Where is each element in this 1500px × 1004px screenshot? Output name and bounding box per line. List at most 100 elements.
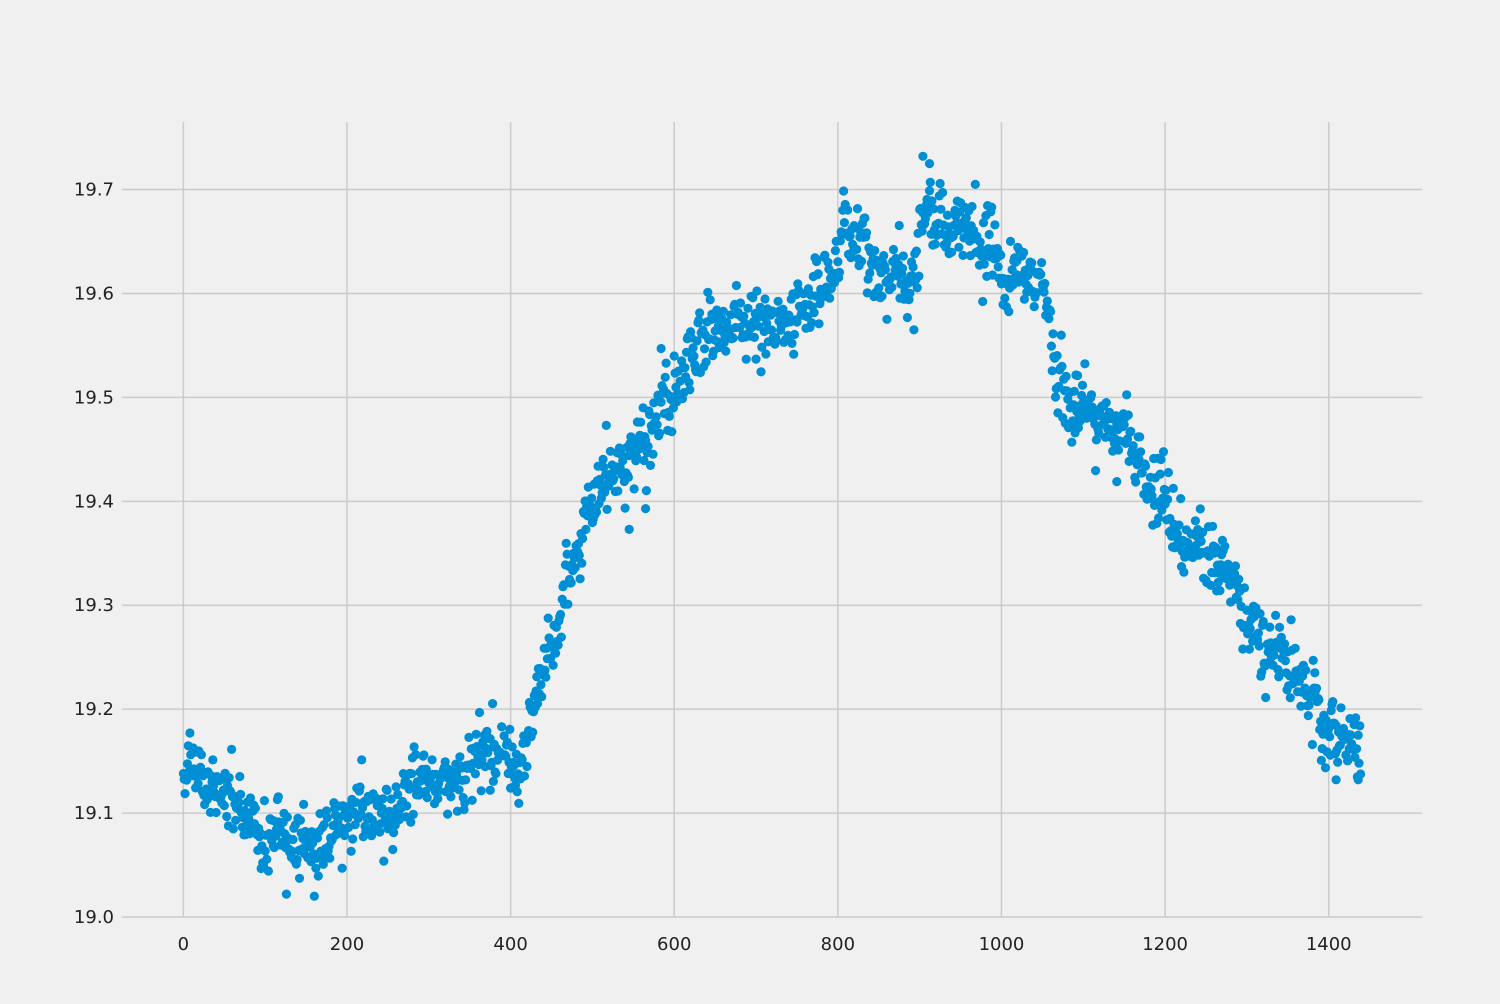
data-point bbox=[1296, 701, 1306, 711]
data-point bbox=[1245, 624, 1255, 634]
data-point bbox=[874, 283, 884, 293]
y-tick-label: 19.5 bbox=[74, 387, 114, 408]
data-point bbox=[281, 889, 291, 899]
data-point bbox=[1061, 371, 1071, 381]
data-point bbox=[505, 724, 515, 735]
data-point bbox=[887, 282, 897, 292]
data-point bbox=[602, 504, 612, 514]
data-point bbox=[464, 732, 474, 743]
data-point bbox=[1029, 302, 1039, 312]
data-point bbox=[879, 251, 889, 261]
data-point bbox=[575, 574, 585, 584]
data-point bbox=[688, 343, 698, 353]
data-point bbox=[1155, 469, 1165, 479]
x-axis-ticks: 0 200 400 600 800 1000 1200 1400 bbox=[178, 934, 1352, 955]
data-point bbox=[935, 178, 945, 189]
data-point bbox=[645, 460, 656, 470]
data-point bbox=[476, 786, 486, 796]
data-point bbox=[807, 318, 817, 328]
data-point bbox=[1351, 713, 1361, 723]
data-point bbox=[337, 863, 347, 873]
data-point bbox=[295, 815, 305, 825]
data-point bbox=[224, 773, 234, 783]
data-point bbox=[1353, 775, 1363, 785]
data-point bbox=[1303, 711, 1313, 721]
data-point bbox=[984, 229, 994, 240]
data-point bbox=[1050, 392, 1061, 402]
data-point bbox=[273, 792, 283, 802]
data-point bbox=[319, 820, 329, 830]
x-tick-label: 800 bbox=[821, 934, 855, 955]
data-point bbox=[681, 347, 692, 357]
data-point bbox=[1000, 293, 1010, 303]
data-point bbox=[182, 759, 192, 769]
data-point bbox=[471, 729, 481, 739]
data-point bbox=[721, 346, 731, 356]
data-point bbox=[459, 805, 469, 815]
data-point bbox=[231, 815, 241, 825]
data-point bbox=[393, 789, 403, 800]
data-point bbox=[522, 761, 532, 772]
data-point bbox=[1325, 732, 1335, 742]
data-point bbox=[1304, 700, 1314, 710]
data-point bbox=[927, 196, 937, 206]
data-point bbox=[760, 294, 770, 304]
data-point bbox=[1244, 644, 1254, 654]
data-point bbox=[386, 794, 396, 804]
data-point bbox=[227, 744, 237, 755]
data-point bbox=[641, 486, 652, 496]
data-point bbox=[1101, 398, 1111, 408]
data-point bbox=[767, 325, 777, 335]
data-point bbox=[578, 533, 588, 544]
data-point bbox=[908, 262, 918, 272]
data-point bbox=[1253, 628, 1263, 638]
data-point bbox=[987, 202, 997, 212]
data-point bbox=[636, 417, 646, 427]
data-point bbox=[654, 428, 665, 438]
data-point bbox=[975, 237, 985, 247]
data-point bbox=[1069, 386, 1079, 396]
data-point bbox=[618, 456, 628, 466]
data-point bbox=[1310, 668, 1320, 678]
data-point bbox=[1280, 639, 1290, 649]
data-point bbox=[514, 798, 524, 809]
data-point bbox=[620, 503, 630, 513]
data-point bbox=[1182, 545, 1192, 555]
data-point bbox=[195, 762, 206, 772]
data-point bbox=[1220, 541, 1230, 551]
data-point bbox=[877, 291, 887, 301]
data-point bbox=[346, 846, 356, 856]
data-point bbox=[1346, 730, 1356, 740]
data-point bbox=[1321, 715, 1331, 725]
data-point bbox=[970, 179, 980, 189]
data-point bbox=[731, 280, 742, 291]
data-point bbox=[669, 351, 679, 361]
data-point bbox=[259, 796, 269, 806]
data-point bbox=[651, 412, 661, 422]
data-point bbox=[1056, 330, 1066, 340]
data-point bbox=[888, 244, 899, 255]
data-point bbox=[689, 351, 699, 361]
data-point bbox=[771, 336, 782, 346]
data-point bbox=[322, 813, 332, 823]
data-point bbox=[294, 873, 305, 883]
data-point bbox=[1163, 467, 1173, 478]
data-point bbox=[1068, 400, 1079, 410]
data-point bbox=[942, 210, 953, 220]
data-point bbox=[1042, 296, 1052, 306]
data-point bbox=[954, 242, 964, 252]
data-point bbox=[978, 296, 988, 307]
data-point bbox=[1123, 410, 1133, 420]
data-point bbox=[694, 315, 704, 325]
data-point bbox=[739, 311, 749, 321]
data-point bbox=[1354, 758, 1364, 768]
data-point bbox=[1208, 521, 1218, 532]
data-point bbox=[379, 856, 389, 866]
data-point bbox=[624, 524, 634, 535]
y-tick-label: 19.4 bbox=[74, 491, 114, 512]
data-point bbox=[684, 377, 694, 388]
data-point bbox=[339, 830, 350, 841]
data-point bbox=[1258, 616, 1268, 627]
data-point bbox=[1286, 615, 1296, 625]
